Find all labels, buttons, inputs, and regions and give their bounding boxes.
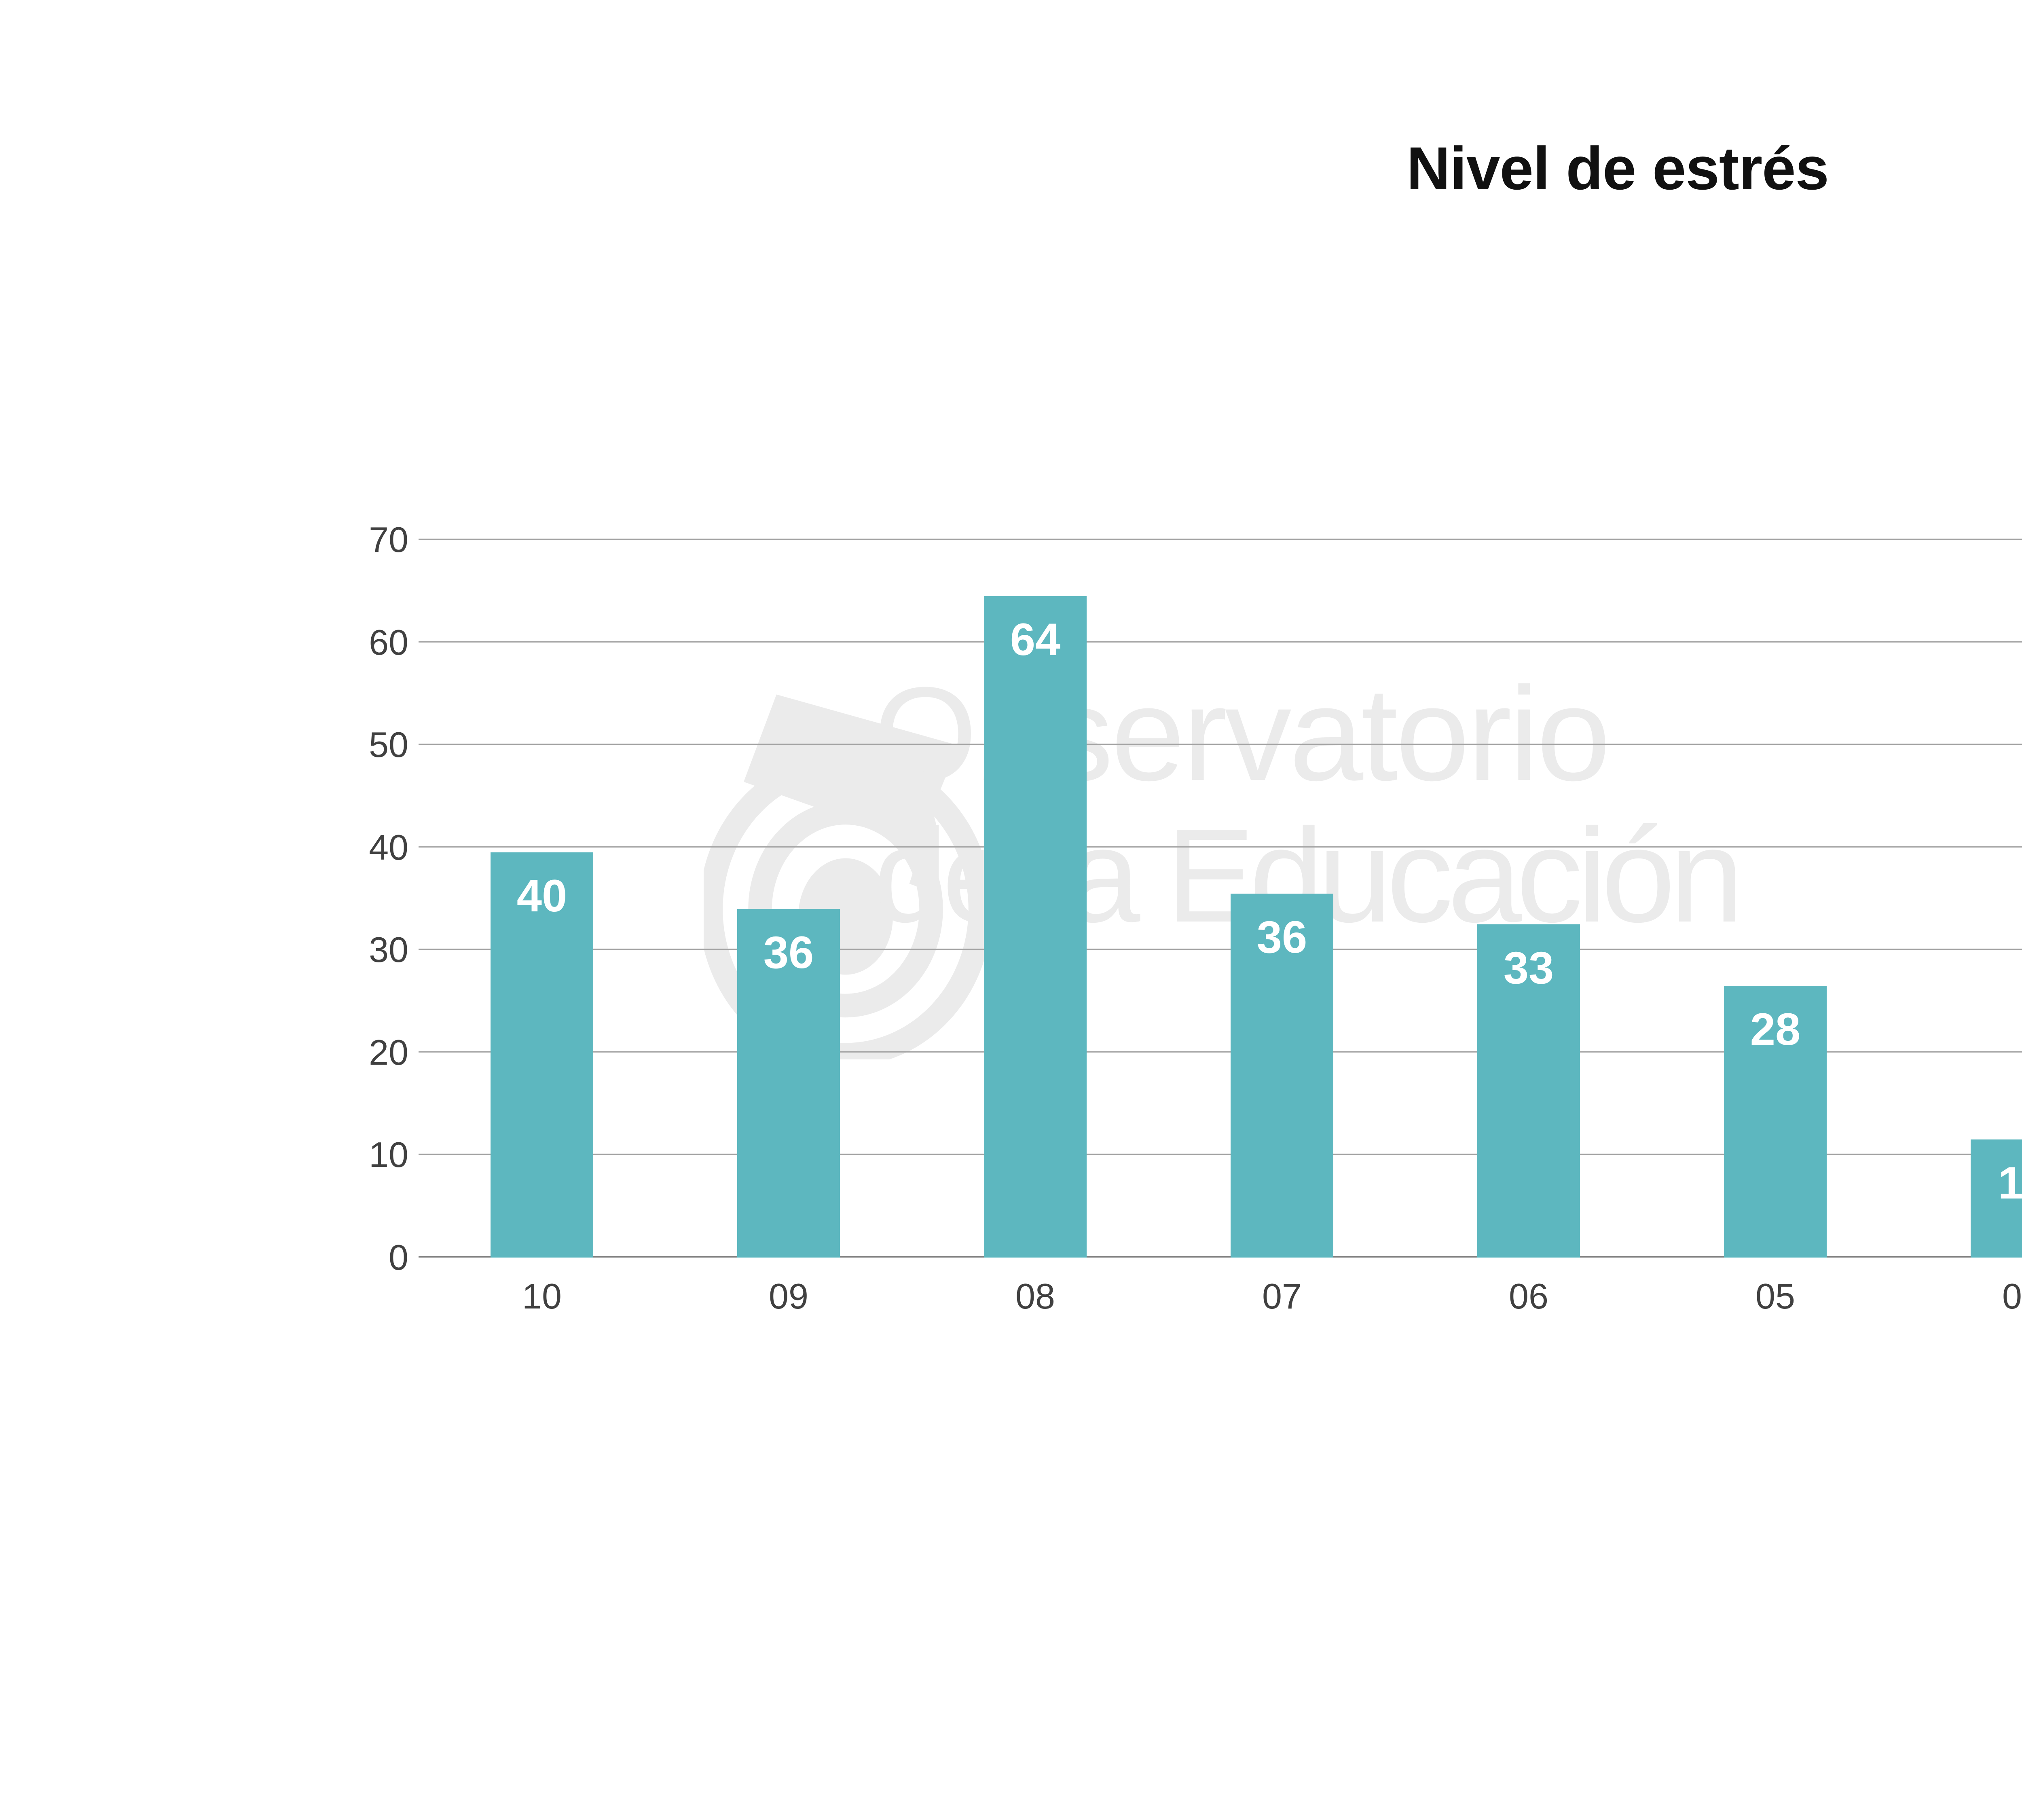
bar-value-label-09: 36 [763, 927, 814, 978]
y-axis-tick-70: 70 [369, 520, 408, 560]
x-axis-tick-05: 05 [1756, 1276, 1795, 1316]
bar-slot-07: 36 [1159, 540, 1405, 1258]
gridline-10 [419, 1154, 2022, 1155]
bar-07[interactable]: 36 [1231, 893, 1333, 1258]
bar-08[interactable]: 64 [984, 596, 1087, 1258]
bar-04[interactable]: 11 [1971, 1139, 2022, 1258]
bar-value-label-05: 28 [1750, 1004, 1801, 1055]
bar-slot-09: 36 [665, 540, 912, 1258]
bar-slot-06: 33 [1405, 540, 1652, 1258]
gridline-30 [419, 949, 2022, 950]
bar-series: 403664363328111269 [419, 540, 2022, 1258]
bar-slot-08: 64 [912, 540, 1159, 1258]
bar-value-label-08: 64 [1010, 614, 1061, 665]
x-axis-labels: 10090807060504030201 [419, 1276, 2022, 1317]
bar-slot-04: 11 [1899, 540, 2022, 1258]
y-axis-tick-0: 0 [389, 1237, 408, 1277]
bar-value-label-06: 33 [1503, 942, 1554, 993]
y-axis-tick-30: 30 [369, 930, 408, 970]
bar-value-label-10: 40 [516, 871, 567, 922]
gridline-20 [419, 1051, 2022, 1053]
bar-value-label-04: 11 [1998, 1158, 2022, 1209]
x-axis-tick-06: 06 [1509, 1276, 1548, 1316]
y-axis-tick-20: 20 [369, 1032, 408, 1072]
bar-10[interactable]: 40 [491, 852, 593, 1258]
gridline-0 [419, 1256, 2022, 1258]
bar-06[interactable]: 33 [1477, 924, 1580, 1258]
bar-value-label-07: 36 [1256, 911, 1307, 962]
y-axis-tick-60: 60 [369, 622, 408, 662]
page-title: Nivel de estrés [1407, 134, 1829, 202]
gridline-40 [419, 846, 2022, 848]
bar-09[interactable]: 36 [737, 909, 840, 1258]
x-axis-tick-10: 10 [522, 1276, 562, 1316]
bar-slot-10: 40 [419, 540, 665, 1258]
bar-slot-05: 28 [1652, 540, 1899, 1258]
y-axis-tick-50: 50 [369, 725, 408, 765]
x-axis-tick-08: 08 [1015, 1276, 1055, 1316]
x-axis-tick-04: 04 [2002, 1276, 2022, 1316]
x-axis-tick-09: 09 [769, 1276, 808, 1316]
y-axis-tick-10: 10 [369, 1135, 408, 1175]
x-axis-tick-07: 07 [1262, 1276, 1302, 1316]
y-axis-labels: 0 10 20 30 40 50 60 70 [307, 520, 408, 1277]
y-axis-tick-40: 40 [369, 827, 408, 867]
plot-area: 403664363328111269 [419, 539, 2022, 1258]
bar-05[interactable]: 28 [1724, 986, 1827, 1258]
gridline-50 [419, 744, 2022, 745]
gridline-70 [419, 539, 2022, 540]
gridline-60 [419, 641, 2022, 643]
